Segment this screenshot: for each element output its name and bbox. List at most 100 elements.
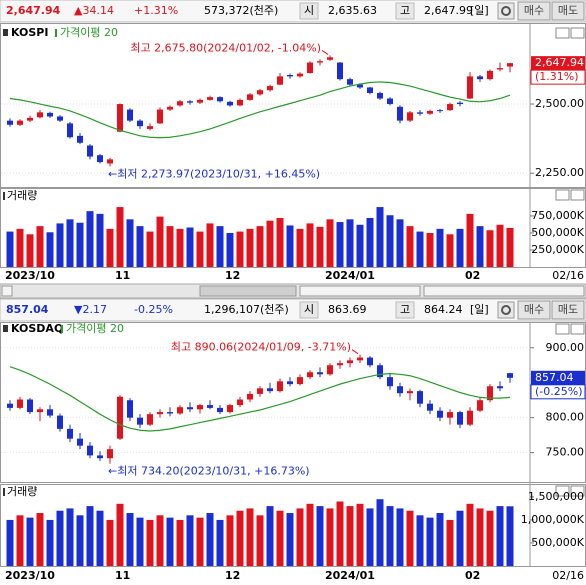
candle-body <box>287 381 293 385</box>
scroll-thumb[interactable] <box>199 285 297 297</box>
candle-body <box>37 409 43 413</box>
settings-button[interactable] <box>497 2 515 20</box>
candle-body <box>217 407 223 413</box>
volume-tick-label: 1,500,000 <box>528 490 584 503</box>
candle-body <box>57 116 63 121</box>
sell-label[interactable]: 매도 <box>558 4 578 17</box>
volume-bar <box>316 506 324 566</box>
volume-bar <box>196 231 204 267</box>
x-tick-label: 12 <box>225 569 240 582</box>
volume-bar <box>266 220 274 267</box>
volume-bar <box>176 519 184 566</box>
candle-body <box>57 415 63 429</box>
volume-bar <box>486 230 494 267</box>
symbol-name: KOSDAQ <box>11 322 63 335</box>
volume-bar <box>406 510 414 566</box>
volume-bar <box>286 225 294 267</box>
candle-body <box>457 412 463 425</box>
candle-body <box>387 377 393 387</box>
x-tick-label: 02 <box>465 569 480 582</box>
volume-bar <box>426 517 434 566</box>
candle-body <box>277 76 283 85</box>
candle-body <box>7 120 13 125</box>
volume-bar <box>236 510 244 566</box>
x-tick-label: 2024/01 <box>325 569 375 582</box>
rate-tag-value: (-0.25%) <box>535 385 583 398</box>
volume-bar <box>166 226 174 267</box>
volume-bar <box>376 499 384 566</box>
quote-high: 2,647.99 <box>424 4 473 17</box>
panel-icon <box>555 323 570 335</box>
candle-body <box>67 428 73 439</box>
candle-body <box>17 120 23 125</box>
scroll-left[interactable] <box>1 285 13 297</box>
zoom-controls[interactable] <box>299 285 421 297</box>
volume-bar <box>506 506 514 566</box>
y-tick-label: 2,250.00 <box>535 166 584 179</box>
volume-bar <box>466 213 474 267</box>
volume-bar <box>346 219 354 267</box>
legend-entry: 가격이평 20 <box>66 322 124 335</box>
volume-bar <box>206 513 214 566</box>
settings-icon <box>501 305 511 315</box>
buy-button[interactable] <box>517 1 551 21</box>
candle-body <box>107 159 113 164</box>
volume-bar <box>246 508 254 566</box>
volume-bar <box>116 503 124 566</box>
candle-body <box>507 63 513 67</box>
volume-bar <box>26 517 34 566</box>
candle-body <box>497 386 503 389</box>
candle-body <box>337 62 343 80</box>
volume-bar <box>336 501 344 566</box>
settings-button[interactable] <box>497 301 515 319</box>
y-tick-label: 2,500.00 <box>535 97 584 110</box>
candle-body <box>197 99 203 103</box>
candle-body <box>147 414 153 425</box>
volume-bar <box>336 222 344 267</box>
tool-buttons[interactable] <box>423 285 585 297</box>
price-tag <box>531 56 585 71</box>
volume-bar <box>376 207 384 267</box>
candle-body <box>427 110 433 114</box>
volume-bar <box>306 503 314 566</box>
quote-change: ▼2.17 <box>74 303 107 316</box>
sell-label[interactable]: 매도 <box>558 303 578 316</box>
volume-bar <box>366 508 374 566</box>
volume-bar <box>366 217 374 267</box>
volume-bar <box>456 510 464 566</box>
volume-icon <box>3 488 5 496</box>
sell-button[interactable] <box>551 1 585 21</box>
candle-body <box>487 70 493 80</box>
volume-bar <box>46 232 54 267</box>
buy-label[interactable]: 매수 <box>524 4 544 17</box>
quote-price: 857.04 <box>6 303 49 316</box>
volume-bar <box>146 519 154 566</box>
quote-volume: 1,296,107(천주) <box>204 302 289 316</box>
candle-body <box>127 400 133 418</box>
volume-tick-label: 1,000,000K <box>521 513 585 526</box>
moving-average <box>9 81 511 139</box>
candle-body <box>337 363 343 366</box>
candle-body <box>507 373 513 378</box>
high-annotation: 최고 2,675.80(2024/01/02, -1.04%) <box>130 41 321 54</box>
price-tag <box>531 370 585 385</box>
candle-body <box>7 403 13 408</box>
volume-bar <box>436 228 444 267</box>
buy-button[interactable] <box>517 300 551 320</box>
quote-high: 864.24 <box>424 303 463 316</box>
candle-body <box>227 101 233 106</box>
buy-label[interactable]: 매수 <box>524 303 544 316</box>
candle-body <box>367 357 373 366</box>
candle-body <box>327 365 333 375</box>
candle-body <box>67 123 73 138</box>
candle-body <box>427 403 433 411</box>
sell-button[interactable] <box>551 300 585 320</box>
candle-body <box>267 86 273 91</box>
price-tag-value: 857.04 <box>535 371 574 384</box>
volume-bar <box>326 219 334 267</box>
volume-bar <box>456 228 464 267</box>
candle-body <box>47 112 53 117</box>
panel-icon <box>570 27 585 39</box>
candle-body <box>117 396 123 439</box>
